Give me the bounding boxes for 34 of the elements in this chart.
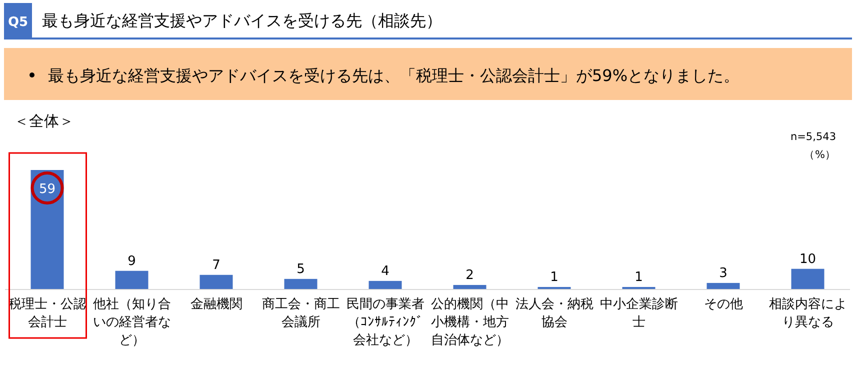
- x-tick-label: 中小企業診断士: [600, 297, 678, 330]
- bar: [30, 170, 64, 289]
- bar: [453, 284, 486, 289]
- data-label: 3: [719, 266, 728, 281]
- data-label: 1: [550, 270, 558, 285]
- data-label: 5: [296, 262, 305, 277]
- text: ＜全体＞: [14, 112, 74, 130]
- data-label: 59: [38, 182, 56, 197]
- data-label: 9: [128, 254, 136, 269]
- x-tick-label: 商工会・商工会議所: [262, 297, 340, 330]
- chart-title: 最も身近な経営支援やアドバイスを受ける先（相談先）: [42, 11, 442, 30]
- x-tick-label: その他: [704, 297, 743, 312]
- chart-subtitle: 最も身近な経営支援やアドバイスを受ける先は、「税理士・公認会計士」が59%となりました。: [48, 66, 740, 85]
- data-label: 1: [634, 270, 643, 285]
- bar: [284, 278, 318, 289]
- bar: [200, 274, 233, 289]
- x-tick-label: 他社（知り合いの経営者など）: [92, 297, 171, 348]
- x-tick-label: 民間の事業者（ｺﾝｻﾙﾃｨﾝｸﾞ会社など）: [346, 297, 424, 348]
- x-tick-label: 法人会・納税協会: [515, 297, 594, 330]
- x-tick-label: 相談内容により異なる: [768, 296, 847, 330]
- text: n=5,543: [790, 131, 836, 143]
- data-label: 10: [799, 252, 816, 267]
- bar: [791, 268, 824, 289]
- text: Q5: [8, 15, 28, 30]
- bar: [115, 270, 148, 289]
- data-label: 4: [381, 264, 390, 279]
- x-tick-label: 金融機関: [190, 297, 242, 312]
- data-label: 2: [466, 268, 474, 283]
- bar: [706, 282, 740, 289]
- x-tick-label: 税理士・公認会計士: [8, 297, 86, 330]
- data-label: 7: [212, 258, 220, 273]
- bar: [368, 280, 402, 289]
- x-tick-label: 公的機関（中小機構・地方自治体など）: [430, 297, 509, 348]
- text: （%）: [804, 149, 836, 161]
